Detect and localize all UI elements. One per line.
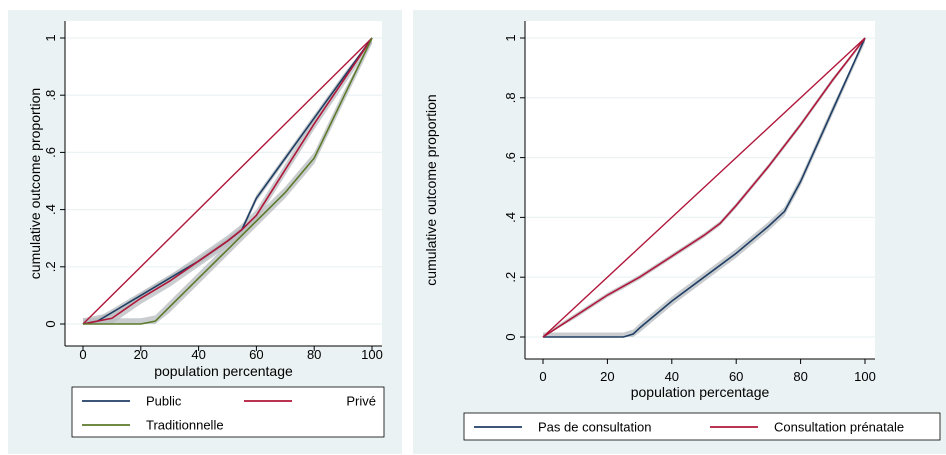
x-tick-label: 40 xyxy=(665,369,679,384)
y-tick-label: 0 xyxy=(503,333,518,340)
legend-box xyxy=(71,386,385,438)
y-tick-label: .8 xyxy=(503,92,518,103)
series-line xyxy=(543,37,866,338)
x-tick-label: 0 xyxy=(539,369,546,384)
legend-label: Public xyxy=(146,394,182,409)
y-tick-label: 1 xyxy=(43,34,58,41)
x-tick-label: 80 xyxy=(793,369,807,384)
y-axis-title: cumulative outcome proportion xyxy=(423,94,439,285)
x-tick-label: 40 xyxy=(191,347,205,362)
left-chart: 0 20 40 60 80 100 population percentage 0 .2 .4 .6… xyxy=(27,21,385,438)
y-tick-label: 0 xyxy=(43,320,58,327)
x-tick-label: 0 xyxy=(79,347,86,362)
series-line xyxy=(542,37,866,338)
series-line xyxy=(83,37,373,325)
x-tick-label: 20 xyxy=(600,369,614,384)
legend-label: Traditionnelle xyxy=(146,418,224,433)
x-tick-label: 100 xyxy=(854,369,876,384)
y-tick-label: .4 xyxy=(43,204,58,215)
plot-area xyxy=(525,21,875,359)
x-axis-title: population percentage xyxy=(631,384,770,400)
y-tick-label: 1 xyxy=(503,34,518,41)
y-tick-label: .6 xyxy=(43,147,58,158)
x-tick-label: 60 xyxy=(729,369,743,384)
legend-label: Privé xyxy=(346,394,376,409)
equality-line xyxy=(82,37,373,325)
x-tick-label: 20 xyxy=(134,347,148,362)
equality-line xyxy=(542,37,866,338)
x-axis-title: population percentage xyxy=(154,363,293,379)
y-axis-title: cumulative outcome proportion xyxy=(27,88,43,279)
y-tick-label: .6 xyxy=(503,152,518,163)
x-tick-label: 100 xyxy=(361,347,383,362)
right-chart: 0 20 40 60 80 100 population percentage 0 .2 .4 .6… xyxy=(423,21,941,441)
y-tick-label: .4 xyxy=(503,212,518,223)
y-tick-label: .8 xyxy=(43,90,58,101)
y-tick-label: .2 xyxy=(503,272,518,283)
y-tick-label: .2 xyxy=(43,261,58,272)
x-tick-label: 80 xyxy=(307,347,321,362)
legend-label: Consultation prénatale xyxy=(774,420,904,435)
legend-label: Pas de consultation xyxy=(538,420,651,435)
series-line xyxy=(82,37,373,325)
plot-area xyxy=(65,21,382,346)
legend-box xyxy=(463,412,941,441)
x-tick-label: 60 xyxy=(249,347,263,362)
